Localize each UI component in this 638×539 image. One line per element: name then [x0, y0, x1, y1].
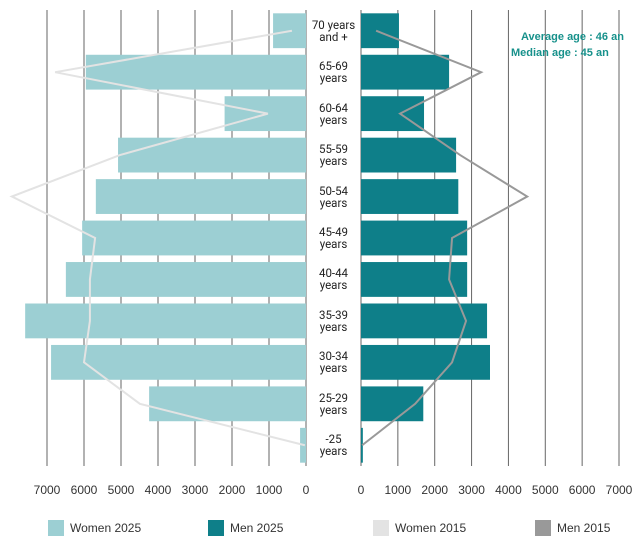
x-tick-label: 7000 — [34, 483, 61, 497]
bar — [361, 220, 468, 256]
bar — [361, 137, 457, 173]
category-label: 65-69 years — [318, 59, 349, 86]
bar — [361, 54, 450, 90]
bar — [361, 344, 490, 380]
category-label: 25-29 years — [318, 390, 349, 417]
x-tick-label: 1000 — [256, 483, 283, 497]
category-label: 35-39 years — [318, 307, 349, 334]
bar — [361, 303, 488, 339]
bar — [361, 427, 363, 463]
x2-tick-label: 0 — [358, 483, 365, 497]
bar — [82, 220, 307, 256]
bar — [65, 262, 307, 297]
legend-swatch — [48, 520, 64, 536]
x-tick-label: 0 — [303, 483, 310, 497]
line — [9, 29, 306, 447]
legend-swatch — [373, 520, 389, 536]
category-label: 30-34 years — [318, 349, 349, 376]
x-tick-label: 3000 — [182, 483, 209, 497]
x2-tick-label: 2000 — [421, 483, 448, 497]
legend-label: Women 2025 — [70, 521, 141, 535]
category-label: 45-49 years — [318, 225, 349, 251]
bar — [51, 344, 306, 380]
bar — [361, 386, 424, 422]
annotation: Average age : 46 an — [521, 31, 624, 43]
bar — [361, 262, 468, 297]
category-label: 55-59 years — [318, 142, 349, 169]
category-label: 50-54 years — [318, 183, 349, 210]
legend-swatch — [535, 520, 551, 536]
x-tick-label: 2000 — [219, 483, 246, 497]
bar — [361, 96, 425, 132]
bar — [95, 179, 306, 214]
legend-label: Men 2025 — [230, 521, 284, 535]
bar — [361, 179, 459, 214]
annotation: Median age : 45 an — [511, 47, 609, 59]
x2-tick-label: 5000 — [532, 483, 559, 497]
x2-tick-label: 6000 — [569, 483, 596, 497]
category-label: 70 years and + — [311, 17, 356, 44]
legend-swatch — [208, 520, 224, 536]
category-label: -25 years — [319, 432, 348, 459]
x2-tick-label: 4000 — [495, 483, 522, 497]
bar — [361, 13, 399, 49]
x2-tick-label: 7000 — [606, 483, 633, 497]
x-tick-label: 4000 — [145, 483, 172, 497]
category-label: 60-64 years — [318, 100, 349, 127]
bar — [149, 386, 306, 422]
x-tick-label: 5000 — [108, 483, 135, 497]
category-label: 40-44 years — [318, 266, 349, 293]
bar — [25, 303, 306, 339]
x2-tick-label: 1000 — [385, 483, 412, 497]
x2-tick-label: 3000 — [458, 483, 485, 497]
x-tick-label: 6000 — [71, 483, 98, 497]
legend-label: Women 2015 — [395, 521, 466, 535]
legend-label: Men 2015 — [557, 521, 611, 535]
bar — [118, 137, 306, 173]
line — [361, 29, 530, 447]
